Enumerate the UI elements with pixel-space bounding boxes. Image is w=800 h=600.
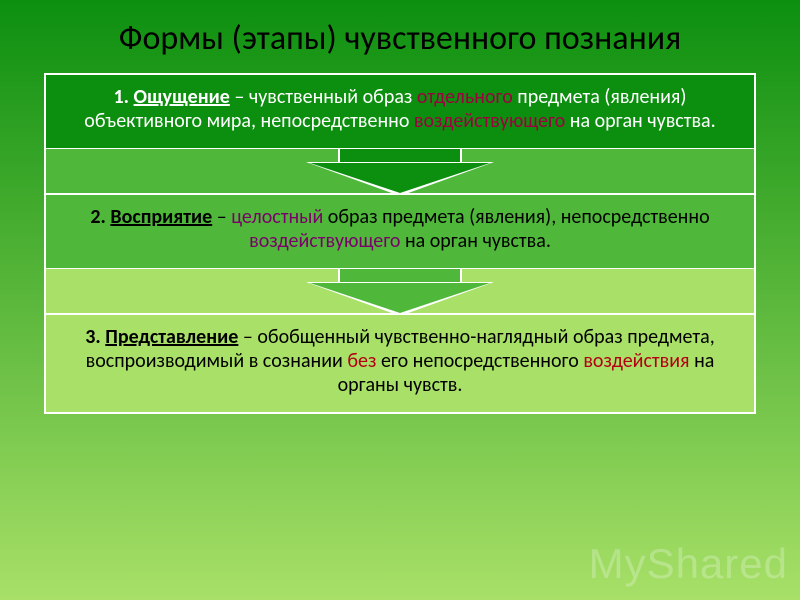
process-step-2: 2. Восприятие – целостный образ предмета… — [44, 193, 756, 313]
slide-title: Формы (этапы) чувственного познания — [0, 0, 800, 73]
process-step-text: 1. Ощущение – чувственный образ отдельно… — [44, 73, 756, 150]
process-step-text: 3. Представление – обобщенный чувственно… — [44, 313, 756, 414]
arrow-down-icon — [44, 269, 756, 313]
process-step-3: 3. Представление – обобщенный чувственно… — [44, 313, 756, 414]
process-step-text: 2. Восприятие – целостный образ предмета… — [44, 193, 756, 270]
process-diagram: 1. Ощущение – чувственный образ отдельно… — [0, 73, 800, 414]
process-step-1: 1. Ощущение – чувственный образ отдельно… — [44, 73, 756, 193]
arrow-down-icon — [44, 149, 756, 193]
slide-content: Формы (этапы) чувственного познания 1. О… — [0, 0, 800, 600]
